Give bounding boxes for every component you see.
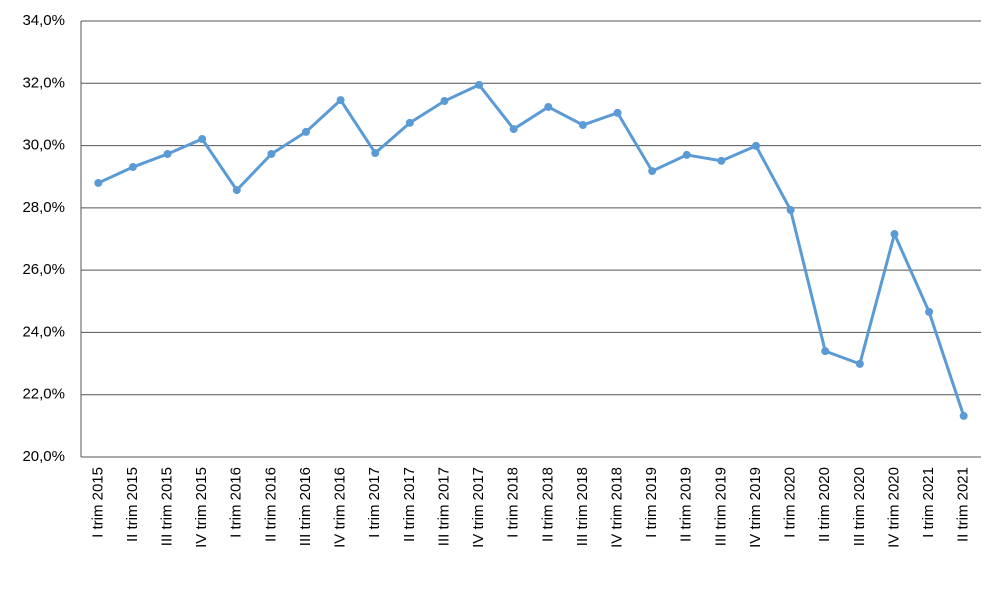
y-tick-label: 20,0%: [22, 448, 65, 465]
data-point: [821, 347, 830, 356]
x-tick-label: II trim 2017: [401, 467, 418, 542]
data-point: [302, 127, 310, 136]
data-point: [648, 167, 657, 176]
x-tick-label: IV trim 2016: [332, 467, 349, 548]
data-point: [267, 149, 276, 158]
data-point: [682, 150, 691, 159]
x-tick-label: II trim 2016: [262, 467, 279, 542]
data-point: [163, 149, 172, 158]
x-tick-label: IV trim 2017: [470, 467, 487, 548]
x-tick-label: II trim 2021: [955, 467, 972, 542]
data-point: [613, 108, 622, 117]
x-tick-label: II trim 2018: [539, 467, 556, 542]
x-tick-label: II trim 2015: [124, 467, 141, 542]
x-tick-label: IV trim 2018: [609, 467, 626, 548]
x-tick-label: II trim 2019: [678, 467, 695, 542]
y-tick-label: 24,0%: [22, 323, 65, 340]
x-tick-label: IV trim 2019: [747, 467, 764, 548]
data-point: [440, 97, 449, 106]
x-tick-label: II trim 2020: [816, 467, 833, 542]
data-point: [786, 206, 795, 215]
x-tick-label: III trim 2020: [851, 467, 868, 546]
data-point: [544, 102, 553, 111]
x-tick-label: I trim 2020: [782, 467, 799, 538]
data-point: [855, 359, 864, 368]
x-tick-label: I trim 2018: [505, 467, 522, 538]
x-tick-label: IV trim 2020: [885, 467, 902, 548]
data-point: [890, 230, 899, 239]
y-tick-label: 28,0%: [22, 199, 65, 216]
data-point: [128, 163, 137, 172]
x-tick-label: IV trim 2015: [193, 467, 210, 548]
x-tick-label: I trim 2015: [89, 467, 106, 538]
y-tick-label: 26,0%: [22, 261, 65, 278]
y-tick-label: 30,0%: [22, 137, 65, 154]
data-point: [925, 307, 934, 316]
data-point: [578, 121, 587, 130]
x-tick-label: III trim 2018: [574, 467, 591, 546]
y-tick-label: 34,0%: [22, 12, 65, 29]
data-point: [371, 149, 380, 158]
x-tick-label: III trim 2016: [297, 467, 314, 546]
x-tick-label: III trim 2015: [159, 467, 176, 546]
data-point: [405, 118, 414, 127]
series-line: [97, 82, 966, 417]
x-tick-label: III trim 2017: [435, 467, 452, 546]
x-tick-label: I trim 2021: [920, 467, 937, 538]
data-point: [198, 135, 207, 144]
data-point: [94, 178, 103, 187]
x-tick-label: I trim 2019: [643, 467, 660, 538]
x-tick-label: III trim 2019: [712, 467, 729, 546]
x-tick-label: I trim 2016: [228, 467, 245, 538]
y-tick-label: 32,0%: [22, 74, 65, 91]
data-point: [232, 186, 241, 195]
data-point: [717, 156, 726, 165]
data-point: [336, 96, 345, 105]
data-point: [959, 411, 968, 420]
data-point: [475, 80, 484, 89]
data-point: [752, 141, 760, 150]
y-tick-label: 22,0%: [22, 386, 65, 403]
data-point: [509, 125, 518, 134]
x-tick-label: I trim 2017: [366, 467, 383, 538]
